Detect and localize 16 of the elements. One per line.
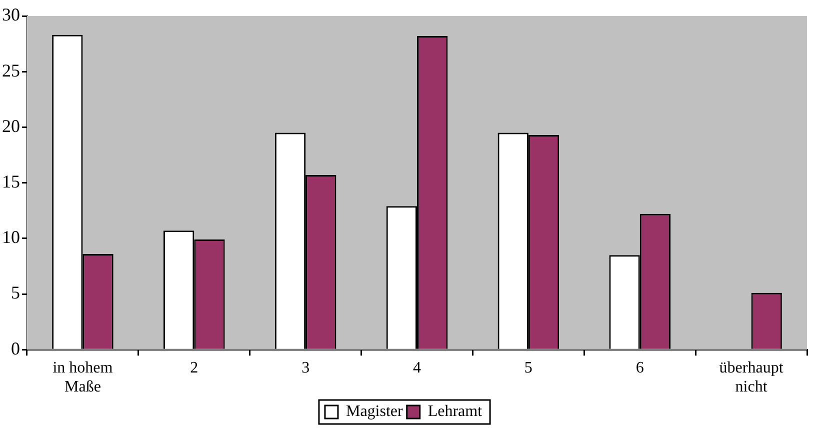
y-tick-label: 15	[2, 172, 20, 192]
x-tick-label: überhaupt nicht	[719, 359, 784, 396]
legend-label: Lehramt	[428, 403, 483, 420]
x-tick-label: 4	[413, 359, 421, 376]
x-tick-label: 5	[524, 359, 532, 376]
y-tick-label: 10	[2, 227, 20, 248]
x-tick-label: 6	[636, 359, 644, 376]
x-tick-label: 2	[190, 359, 198, 376]
y-tick-label: 25	[2, 60, 20, 80]
legend-label: Magister	[346, 403, 404, 420]
x-tick-label: in hohem Maße	[52, 359, 114, 396]
y-tick-label: 5	[11, 282, 20, 303]
x-tick-label: 3	[302, 359, 310, 376]
y-tick-label: 30	[2, 4, 20, 25]
y-tick-label: 20	[2, 116, 20, 136]
y-tick-label: 0	[11, 338, 20, 358]
